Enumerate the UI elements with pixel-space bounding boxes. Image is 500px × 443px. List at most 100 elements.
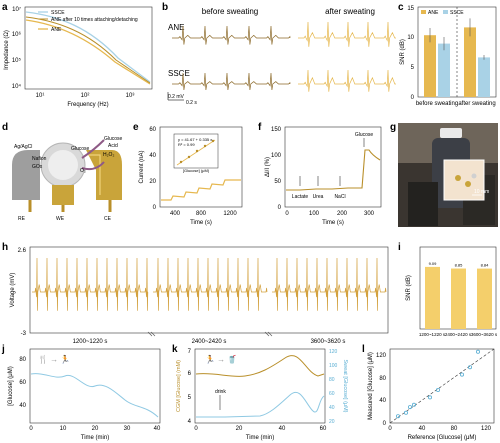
f-axes [284,126,382,208]
i-bar-value: 9.09 [429,261,438,266]
d-acid: Acid [108,143,118,149]
i-xtick: 3600~3620 s [471,332,498,337]
k-ytick-left: 6 [188,371,192,377]
scatter-point [395,414,400,419]
l-xtick: 0 [388,426,392,432]
scatter-point [467,365,472,370]
j-xtick: 30 [124,426,131,432]
h-ytop: 2.6 [18,248,27,254]
k-sweat-curve [196,391,325,418]
k-ytick-left: 7 [188,349,192,355]
h-axes [29,246,389,334]
panel-l-scatter [395,349,480,419]
ecg-ane-after [298,21,396,47]
l-xtick: 80 [451,426,458,432]
e-ytick: 40 [149,153,156,159]
ecg-segment-2 [153,257,268,311]
k-ytick-right: 20 [329,419,335,425]
e-axes [159,126,243,208]
panel-b-label: b [162,2,168,13]
j-xtick: 0 [29,426,33,432]
l-identity-line [389,348,495,424]
bar-snr [425,266,440,329]
h-ylabel: Voltage (mV) [10,273,16,308]
bar-ane [464,27,476,97]
l-xtick: 120 [481,426,492,432]
f-ytick: 100 [271,153,282,159]
svg-text:🍴 → 🏃: 🍴 → 🏃 [38,354,70,364]
i-bar-value: 8.84 [481,263,490,268]
k-xtick: 60 [320,426,327,432]
panel-a-plot: 10⁴ 10⁵ 10⁶ 10⁷ 10¹ 10² 10³ Frequency (H… [4,6,153,108]
k-axes [194,348,326,424]
panel-f-label: f [258,122,262,133]
bar-snr [477,268,492,329]
a-ytick: 10⁷ [12,6,21,13]
scatter-point [427,395,432,400]
scatter-point [411,402,416,407]
f-xlabel: Time (s) [322,220,344,226]
j-ylabel: [Glucose] (μM) [8,366,14,405]
e-xtick: 800 [196,211,207,217]
k-cgm-curve [195,355,325,377]
k-ytick-left: 5 [188,395,192,401]
a-ytick: 10⁵ [12,57,22,64]
f-ann-nacl: NaCl [334,194,345,200]
panel-g-label: g [390,122,396,133]
c-ytick: 15 [407,6,414,12]
e-inset-xlabel: [Glucose] (μM) [183,168,210,173]
panel-c-bars [424,18,490,97]
b-after-title: after sweating [325,7,375,16]
e-inset-r2: R² = 0.99 [178,142,195,147]
k-xlabel: Time (min) [246,435,274,441]
svg-text:SSCE: SSCE [450,10,464,16]
l-ytick: 120 [376,353,387,359]
panel-i-bars [425,266,492,329]
c-ytick: 0 [411,95,415,101]
ecg-segment-1 [32,257,149,311]
f-curve [286,149,381,191]
f-ann-lactate: Lactate [292,194,309,200]
bar-snr [451,268,466,329]
f-ytick: 150 [271,127,282,133]
panel-l-label: l [362,344,365,355]
e-step-curve [161,179,241,201]
panel-i-label: i [398,242,401,253]
scatter-point [475,349,480,354]
k-ylabel-right: Sweat [Glucose] (μM) [342,360,348,413]
l-axes [389,348,495,424]
e-xtick: 1200 [223,211,237,217]
panel-e-label: e [133,122,139,133]
f-xtick: 0 [285,211,289,217]
ecg-segment-3 [272,257,387,311]
a-ytick: 10⁴ [12,83,22,90]
k-ytick-right: 100 [329,363,338,369]
k-ytick-left: 4 [188,419,192,425]
k-ytick-right: 60 [329,391,335,397]
c-ylabel: SNR (dB) [400,39,406,65]
b-scale-v: 0.2 mV [168,94,185,100]
b-row-ane: ANE [168,23,184,32]
l-xlabel: Reference [Glucose] (μM) [408,435,477,441]
c-group-label: before sweating [416,101,458,107]
c-ytick: 10 [407,35,414,41]
ssce-curve [25,11,151,83]
a-xlabel: Frequency (Hz) [67,102,108,108]
l-ytick: 40 [379,398,386,404]
ecg-ssce-before [172,72,291,91]
d-we: WE [56,216,65,222]
f-ylabel: ΔI/I (%) [265,157,271,177]
scatter-point [403,410,408,415]
f-ytick: 50 [274,179,281,185]
d-o2: O₂ [80,168,86,174]
scatter-point [407,405,412,410]
e-xlabel: Time (s) [190,220,212,226]
j-xtick: 10 [60,426,67,432]
f-xtick: 200 [337,211,348,217]
d-nafion: Nafion [32,156,47,162]
k-icons: 🏃 → 🥤 [205,354,237,364]
c-ytick: 5 [411,65,415,71]
b-before-title: before sweating [202,7,258,16]
f-xtick: 100 [309,211,320,217]
